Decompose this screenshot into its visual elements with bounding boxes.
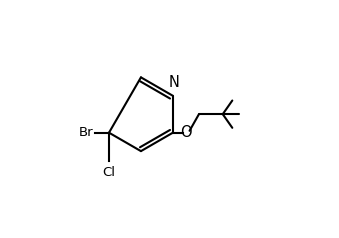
Text: Cl: Cl bbox=[102, 166, 116, 179]
Text: Br: Br bbox=[79, 126, 94, 139]
Text: O: O bbox=[180, 125, 192, 140]
Text: N: N bbox=[168, 75, 180, 90]
